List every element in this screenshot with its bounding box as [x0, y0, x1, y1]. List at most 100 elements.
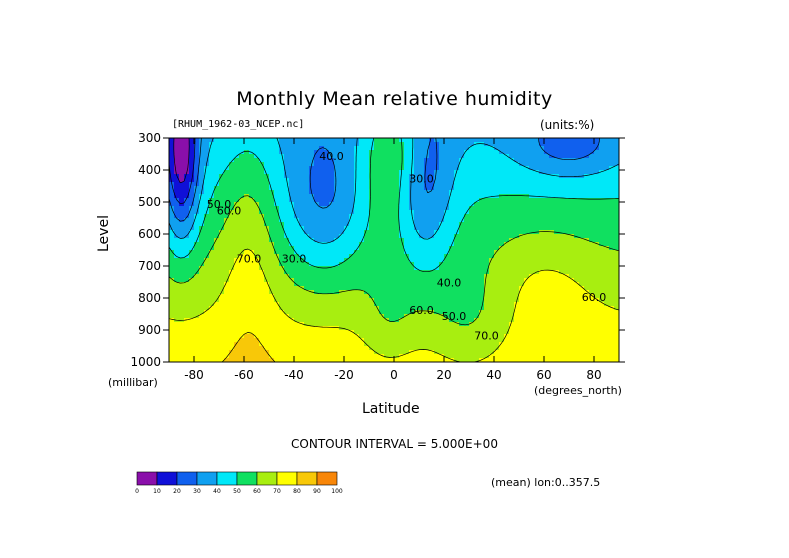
field-cell [289, 162, 295, 167]
field-cell [344, 270, 350, 275]
field-cell [189, 210, 195, 215]
field-cell [299, 198, 305, 203]
field-cell [354, 286, 360, 291]
field-cell [239, 190, 245, 195]
field-cell [364, 222, 370, 227]
field-cell [194, 218, 200, 223]
field-cell [284, 250, 290, 255]
field-cell [364, 334, 370, 339]
field-cell [504, 194, 510, 199]
field-cell [404, 150, 410, 155]
field-cell [239, 154, 245, 159]
field-cell [494, 254, 500, 259]
field-cell [289, 194, 295, 199]
field-cell [474, 226, 480, 231]
field-cell [609, 234, 615, 239]
field-cell [604, 142, 610, 147]
field-cell [574, 262, 580, 267]
field-cell [524, 206, 530, 211]
field-cell [359, 322, 365, 327]
field-cell [349, 270, 355, 275]
field-cell [379, 298, 385, 303]
field-cell [389, 322, 395, 327]
field-cell [474, 166, 480, 171]
field-cell [579, 138, 585, 143]
field-cell [504, 254, 510, 259]
field-cell [259, 310, 265, 315]
field-cell [409, 142, 415, 147]
field-cell [379, 286, 385, 291]
field-cell [249, 318, 255, 323]
field-cell [544, 186, 550, 191]
field-cell [549, 282, 555, 287]
field-cell [519, 230, 525, 235]
field-cell [294, 290, 300, 295]
field-cell [579, 318, 585, 323]
field-cell [249, 310, 255, 315]
field-cell [474, 282, 480, 287]
field-cell [579, 198, 585, 203]
field-cell [559, 274, 565, 279]
field-cell [439, 310, 445, 315]
field-cell [359, 246, 365, 251]
field-cell [414, 182, 420, 187]
field-cell [434, 266, 440, 271]
field-cell [479, 230, 485, 235]
field-cell [419, 190, 425, 195]
field-cell [594, 278, 600, 283]
field-cell [544, 202, 550, 207]
field-cell [534, 326, 540, 331]
field-cell [209, 254, 215, 259]
field-cell [469, 350, 475, 355]
field-cell [509, 206, 515, 211]
field-cell [219, 206, 225, 211]
field-cell [369, 282, 375, 287]
field-cell [319, 326, 325, 331]
field-cell [424, 210, 430, 215]
field-cell [524, 174, 530, 179]
field-cell [204, 286, 210, 291]
field-cell [574, 202, 580, 207]
field-cell [184, 250, 190, 255]
x-axis-units: (degrees_north) [534, 384, 622, 397]
field-cell [339, 290, 345, 295]
field-cell [279, 334, 285, 339]
field-cell [544, 146, 550, 151]
field-cell [319, 330, 325, 335]
field-cell [199, 294, 205, 299]
field-cell [334, 158, 340, 163]
field-cell [404, 162, 410, 167]
field-cell [429, 250, 435, 255]
field-cell [464, 166, 470, 171]
field-cell [289, 314, 295, 319]
field-cell [319, 266, 325, 271]
field-cell [254, 298, 260, 303]
field-cell [189, 306, 195, 311]
field-cell [354, 310, 360, 315]
field-cell [179, 182, 185, 187]
field-cell [364, 294, 370, 299]
field-cell [254, 222, 260, 227]
field-cell [534, 250, 540, 255]
field-cell [194, 334, 200, 339]
field-cell [274, 226, 280, 231]
field-cell [169, 166, 175, 171]
field-cell [499, 258, 505, 263]
field-cell [524, 162, 530, 167]
field-cell [439, 334, 445, 339]
field-cell [314, 194, 320, 199]
field-cell [289, 270, 295, 275]
field-cell [184, 146, 190, 151]
field-cell [594, 154, 600, 159]
field-cell [469, 142, 475, 147]
field-cell [244, 226, 250, 231]
field-cell [504, 258, 510, 263]
field-cell [544, 330, 550, 335]
field-cell [419, 274, 425, 279]
field-cell [194, 242, 200, 247]
field-cell [439, 234, 445, 239]
field-cell [334, 174, 340, 179]
field-cell [434, 178, 440, 183]
field-cell [339, 314, 345, 319]
field-cell [384, 354, 390, 359]
